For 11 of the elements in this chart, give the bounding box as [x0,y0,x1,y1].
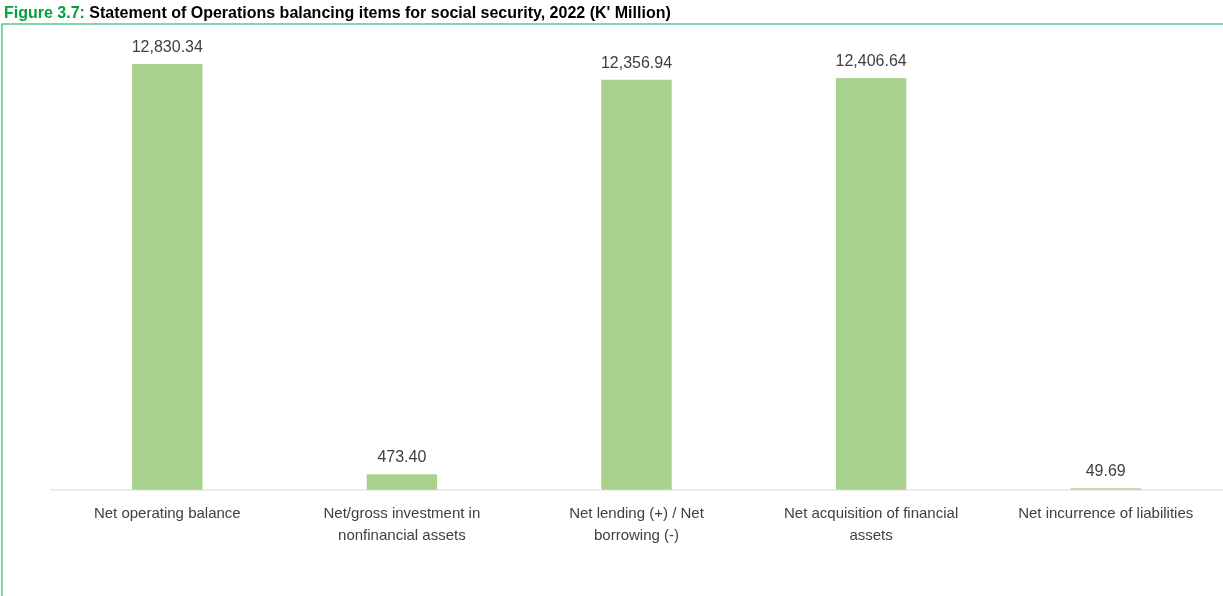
x-tick-label: Net incurrence of liabilities [1018,504,1194,521]
data-label: 12,830.34 [131,38,203,55]
x-tick-label: Net operating balance [93,504,241,521]
data-label: 12,406.64 [835,52,907,70]
x-tick-label: Net/gross investment in nonfinancial assets [323,504,481,543]
data-label: 12,356.94 [600,53,673,71]
chart-title: Figure 3.7: Statement of Operations balancing items for social security, 2022 (K' Million) [4,4,671,21]
data-label: 49.69 [1085,462,1126,480]
data-label: 473.40 [377,448,427,466]
x-tick-label: Net acquisition of financial assets [783,504,959,543]
x-tick-label: Net lending (+) / Net borrowing (-) [569,504,705,543]
